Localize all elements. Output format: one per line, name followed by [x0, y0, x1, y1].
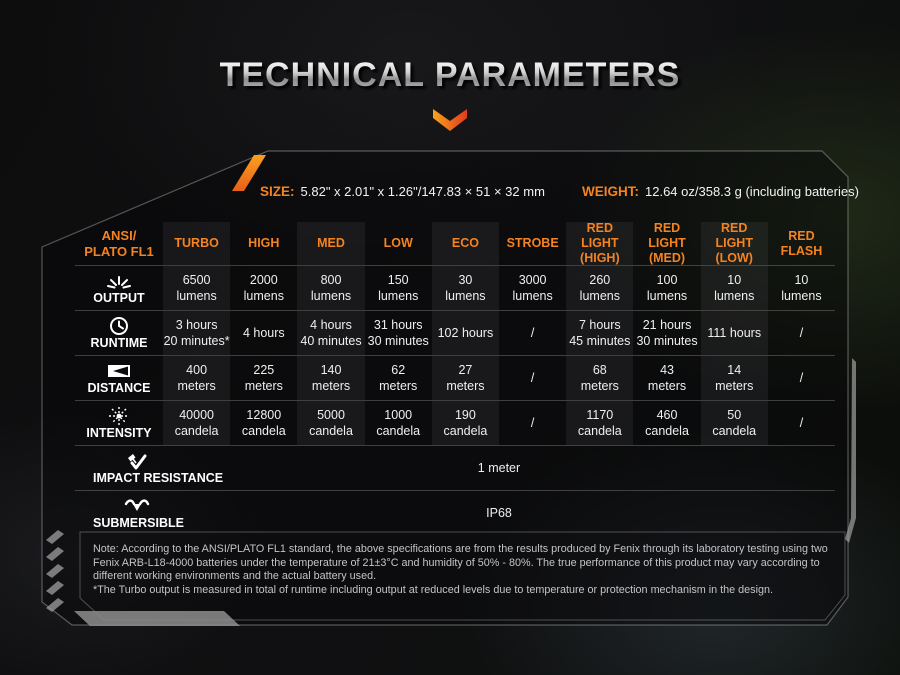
- value-cell: /: [530, 326, 535, 340]
- value-cell: 3 hours 20 minutes*: [163, 311, 231, 355]
- weight-value: 12.64 oz/358.3 g (including batteries): [645, 184, 859, 199]
- value-cell: 225 meters: [244, 363, 283, 393]
- ansi-plato-header: ANSI/ PLATO FL1: [84, 227, 154, 259]
- value-cell: /: [530, 371, 535, 385]
- value-cell: 1170 candela: [566, 401, 634, 445]
- value-cell: 50 candela: [700, 401, 768, 445]
- value-cell: 68 meters: [566, 356, 634, 400]
- size-value: 5.82" x 2.01" x 1.26"/147.83 × 51 × 32 m…: [300, 184, 545, 199]
- value-cell: 7 hours 45 minutes: [566, 311, 634, 355]
- value-cell: 62 meters: [379, 363, 418, 393]
- column-header-med: MED: [297, 222, 365, 265]
- note-panel-outline: [79, 531, 846, 621]
- impact-resistance-value: 1 meter: [477, 461, 521, 475]
- intensity-crosshair-icon: [105, 406, 133, 426]
- submersible-icon: [123, 496, 151, 516]
- output-rays-icon: [105, 271, 133, 291]
- value-cell: 150 lumens: [378, 273, 419, 303]
- impact-resistance-label: IMPACT RESISTANCE: [93, 471, 224, 485]
- runtime-clock-icon: [105, 316, 133, 336]
- panel-outline: [41, 150, 849, 626]
- column-header-strobe: STROBE: [506, 236, 559, 250]
- note-footnote: *The Turbo output is measured in total o…: [93, 583, 773, 596]
- impact-resistance-row: IMPACT RESISTANCE 1 meter: [75, 445, 835, 490]
- impact-resistance-icon: [123, 451, 151, 471]
- value-cell: 460 candela: [645, 408, 689, 438]
- value-cell: 400 meters: [163, 356, 231, 400]
- value-cell: 140 meters: [297, 356, 365, 400]
- column-header-red-flash: RED FLASH: [780, 228, 823, 258]
- value-cell: 6500 lumens: [163, 266, 231, 310]
- note-section: Note: According to the ANSI/PLATO FL1 st…: [93, 543, 841, 597]
- note-main: Note: According to the ANSI/PLATO FL1 st…: [93, 543, 828, 582]
- size-spec: SIZE: 5.82" x 2.01" x 1.26"/147.83 × 51 ×…: [260, 184, 545, 199]
- distance-beam-icon: [105, 361, 133, 381]
- hazard-stripes: [46, 530, 64, 612]
- value-cell: 40000 candela: [163, 401, 231, 445]
- value-cell: 21 hours 30 minutes: [636, 318, 698, 348]
- weight-label: WEIGHT:: [582, 184, 639, 199]
- row-label-cell-output: OUTPUT: [75, 266, 163, 310]
- column-header-red-light--med: RED LIGHT (MED): [648, 221, 686, 265]
- value-cell: /: [530, 416, 535, 430]
- value-cell: 102 hours: [431, 311, 500, 355]
- page-title: TECHNICAL PARAMETERS: [0, 56, 900, 95]
- submersible-label: SUBMERSIBLE: [93, 516, 184, 530]
- value-cell: 10 lumens: [700, 266, 768, 310]
- spec-table: ANSI/ PLATO FL1 TURBO HIGH MED LOW ECO STROBE…: [75, 221, 835, 535]
- spec-row-runtime: RUNTIME 3 hours 20 minutes* 4 hours 4 hours 4…: [75, 310, 835, 355]
- column-header-high: HIGH: [248, 236, 280, 250]
- submersible-value: IP68: [486, 506, 512, 520]
- value-cell: 2000 lumens: [243, 273, 284, 303]
- spec-row-intensity: INTENSITY 40000 candela 12800 candela 5000 can…: [75, 400, 835, 445]
- value-cell: 10 lumens: [781, 273, 822, 303]
- value-cell: 12800 candela: [241, 408, 286, 438]
- value-cell: 111 hours: [700, 311, 768, 355]
- row-label-cell-distance: DISTANCE: [75, 356, 163, 400]
- table-body: OUTPUT 6500 lumens 2000 lumens 800 lumens 150 lu…: [75, 265, 835, 445]
- value-cell: /: [799, 326, 804, 340]
- value-cell: /: [799, 371, 804, 385]
- row-label-cell-runtime: RUNTIME: [75, 311, 163, 355]
- value-cell: 190 candela: [431, 401, 500, 445]
- column-header-eco: ECO: [431, 222, 500, 265]
- size-label: SIZE:: [260, 184, 295, 199]
- value-cell: /: [799, 416, 804, 430]
- column-header-red-light--high: RED LIGHT (HIGH): [566, 221, 634, 265]
- value-cell: 14 meters: [700, 356, 768, 400]
- column-header-low: LOW: [383, 236, 413, 250]
- value-cell: 100 lumens: [646, 273, 688, 303]
- right-edge-highlight: [845, 358, 856, 543]
- column-header-red-light--low: RED LIGHT (LOW): [700, 221, 768, 265]
- column-header-turbo: TURBO: [163, 222, 231, 265]
- value-cell: 3000 lumens: [512, 273, 553, 303]
- weight-spec: WEIGHT: 12.64 oz/358.3 g (including batte…: [582, 184, 859, 199]
- value-cell: 5000 candela: [297, 401, 365, 445]
- value-cell: 31 hours 30 minutes: [367, 318, 429, 348]
- chevron-down-icon: [433, 109, 467, 131]
- value-cell: 43 meters: [647, 363, 687, 393]
- value-cell: 260 lumens: [566, 266, 634, 310]
- value-cell: 1000 candela: [376, 408, 421, 438]
- value-cell: 800 lumens: [297, 266, 365, 310]
- table-header-row: ANSI/ PLATO FL1 TURBO HIGH MED LOW ECO STROBE…: [75, 221, 835, 265]
- value-cell: 27 meters: [431, 356, 500, 400]
- row-label-cell-intensity: INTENSITY: [75, 401, 163, 445]
- corner-accent-bar: [74, 611, 240, 626]
- submersible-row: SUBMERSIBLE IP68: [75, 490, 835, 535]
- value-cell: 30 lumens: [431, 266, 500, 310]
- orange-slash-accent: [232, 155, 266, 191]
- spec-row-distance: DISTANCE 400 meters 225 meters 140 meters 62 met…: [75, 355, 835, 400]
- value-cell: 4 hours 40 minutes: [297, 311, 365, 355]
- value-cell: 4 hours: [242, 326, 285, 340]
- spec-row-output: OUTPUT 6500 lumens 2000 lumens 800 lumens 150 lu…: [75, 265, 835, 310]
